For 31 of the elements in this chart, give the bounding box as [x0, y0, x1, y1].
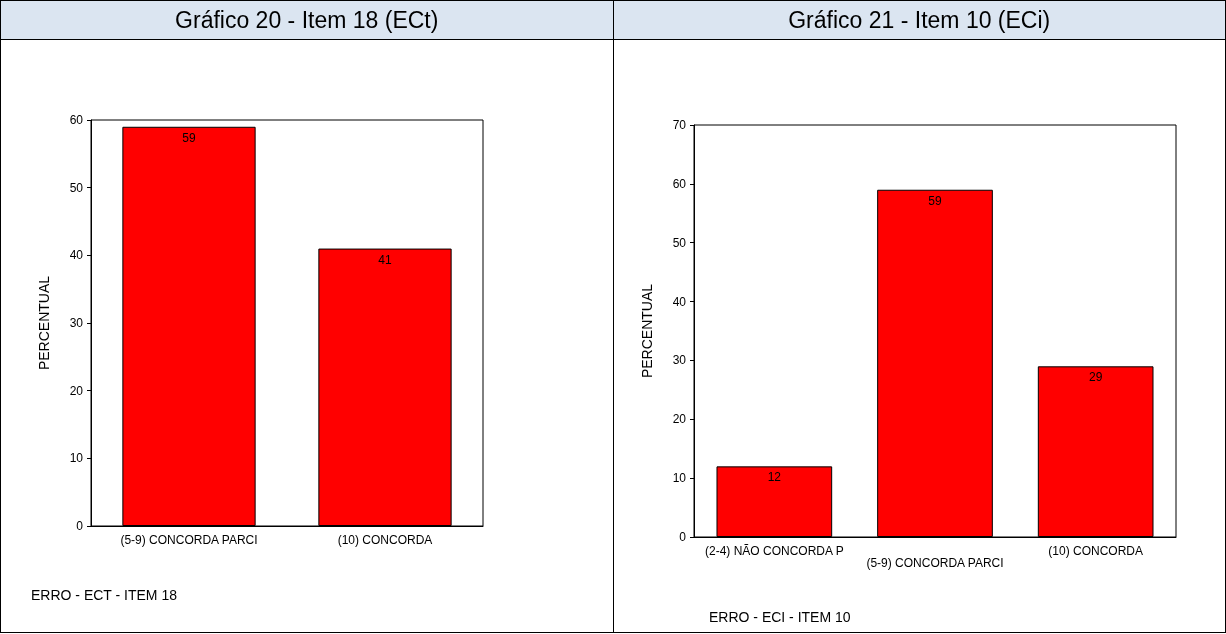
y-tick-label: 60	[672, 176, 686, 191]
data-label: 59	[927, 193, 942, 208]
y-tick-label: 30	[69, 316, 84, 330]
y-axis-title: PERCENTUAL	[36, 275, 52, 371]
y-tick-label: 40	[69, 248, 84, 263]
data-label: 59	[182, 130, 196, 145]
data-label: 41	[378, 252, 392, 267]
x-tick-label: (5-9) CONCORDA PARCI	[120, 533, 258, 547]
y-tick-label: 70	[672, 118, 686, 132]
x-tick-label: (10) CONCORDA	[337, 533, 433, 547]
x-axis-title: ERRO - ECT - ITEM 18	[31, 587, 178, 603]
y-tick-label: 40	[672, 294, 686, 309]
data-label: 29	[1088, 370, 1103, 385]
chart-title: Gráfico 20 - Item 18 (ECt)	[0, 0, 613, 40]
data-label: 12	[767, 470, 781, 485]
y-tick-label: 50	[672, 235, 686, 250]
x-tick-label: (2-4) NÃO CONCORDA P	[704, 544, 844, 558]
y-tick-label: 50	[69, 180, 84, 195]
y-tick-label: 10	[69, 451, 84, 466]
x-tick-label: (5-9) CONCORDA PARCI	[865, 556, 1004, 570]
x-tick-label: (10) CONCORDA	[1047, 544, 1143, 558]
y-tick-label: 20	[69, 383, 84, 398]
y-axis-title: PERCENTUAL	[638, 283, 655, 379]
y-tick-label: 0	[76, 519, 84, 533]
y-tick-label: 30	[672, 353, 686, 368]
y-tick-label: 0	[678, 530, 686, 544]
y-tick-label: 20	[672, 412, 686, 427]
x-axis-title: ERRO - ECI - ITEM 10	[708, 609, 851, 625]
y-tick-label: 60	[69, 113, 84, 127]
y-tick-label: 10	[672, 471, 686, 486]
chart-title: Gráfico 21 - Item 10 (ECi)	[613, 0, 1226, 40]
